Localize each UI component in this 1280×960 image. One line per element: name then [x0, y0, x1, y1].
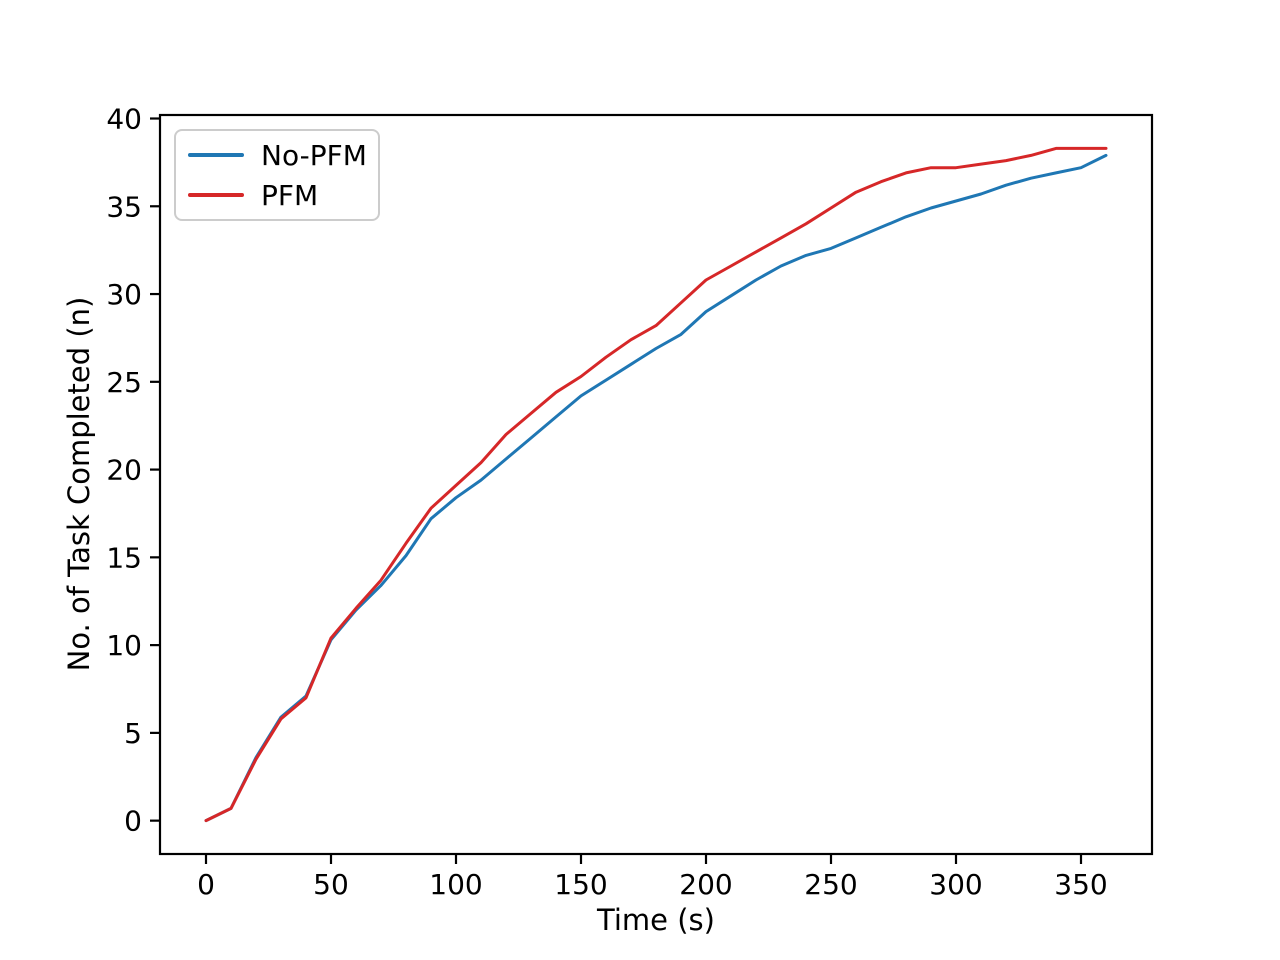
x-tick-label: 150: [554, 868, 607, 901]
legend-line-swatch-no-pfm: [188, 153, 244, 157]
x-tick-label: 0: [197, 868, 215, 901]
legend-line-swatch-pfm: [188, 193, 244, 197]
y-tick-label: 10: [106, 629, 142, 662]
legend-label-no-pfm: No-PFM: [261, 138, 367, 172]
legend-item-pfm: PFM: [188, 175, 366, 215]
x-tick-label: 100: [429, 868, 482, 901]
x-tick-label: 200: [679, 868, 732, 901]
y-tick-label: 30: [106, 278, 142, 311]
y-tick-label: 15: [106, 541, 142, 574]
series-line-no-pfm: [204, 153, 1108, 823]
y-tick-label: 20: [106, 454, 142, 487]
legend: No-PFM PFM: [174, 129, 380, 221]
y-tick-label: 40: [106, 103, 142, 136]
x-axis-label: Time (s): [597, 903, 715, 937]
x-tick-label: 250: [804, 868, 857, 901]
legend-item-no-pfm: No-PFM: [188, 135, 367, 175]
plot-border: [158, 113, 1154, 856]
y-tick-label: 0: [124, 805, 142, 838]
x-tick-label: 50: [313, 868, 349, 901]
y-tick-label: 35: [106, 190, 142, 223]
y-tick-label: 5: [124, 717, 142, 750]
y-axis-label: No. of Task Completed (n): [62, 296, 96, 672]
x-tick-label: 350: [1054, 868, 1107, 901]
x-tick-label: 300: [929, 868, 982, 901]
series-line-pfm: [204, 146, 1108, 823]
legend-label-pfm: PFM: [261, 178, 319, 212]
y-tick-label: 25: [106, 366, 142, 399]
